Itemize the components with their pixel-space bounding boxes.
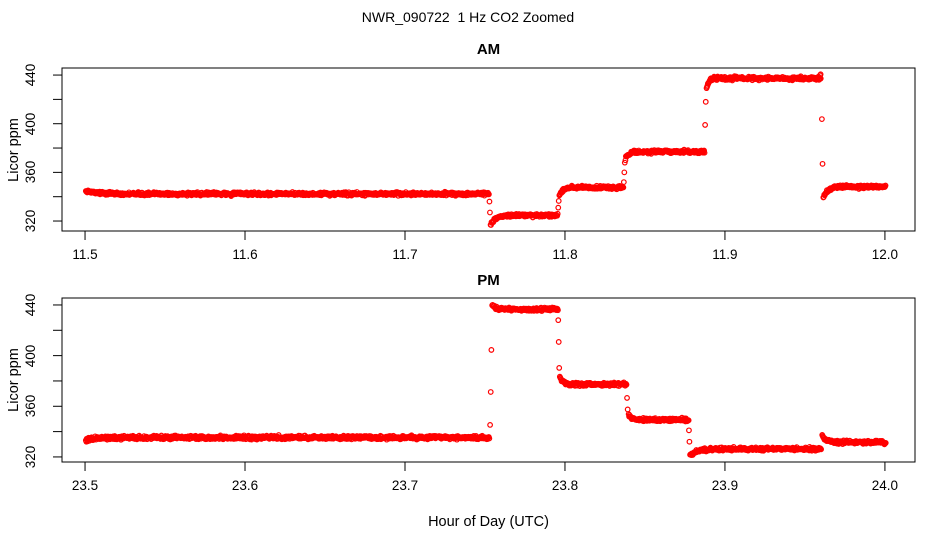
x-tick-label: 11.5	[72, 247, 98, 262]
x-tick-label: 23.8	[551, 478, 579, 493]
x-tick-label: 11.7	[392, 247, 418, 262]
y-tick-label: 320	[23, 209, 38, 233]
x-tick-label: 12.0	[871, 247, 899, 262]
x-tick-label: 11.8	[552, 247, 578, 262]
y-tick-label: 440	[23, 63, 38, 87]
y-tick-label: 320	[23, 445, 38, 469]
x-tick-label: 11.9	[712, 247, 738, 262]
y-tick-label: 360	[23, 161, 38, 184]
y-tick-label: 400	[23, 344, 38, 367]
y-axis-label-pm: Licor ppm	[6, 348, 22, 412]
x-tick-label: 23.6	[231, 478, 259, 493]
panel-title-am: AM	[476, 41, 501, 58]
x-tick-label: 11.6	[232, 247, 258, 262]
y-tick-label: 440	[23, 293, 38, 317]
x-tick-label: 23.5	[71, 478, 99, 493]
y-axis-label-am: Licor ppm	[6, 118, 22, 182]
x-axis-label: Hour of Day (UTC)	[428, 514, 549, 530]
figure-title: NWR_090722 1 Hz CO2 Zoomed	[361, 9, 575, 25]
x-tick-label: 23.7	[391, 478, 419, 493]
x-tick-label: 24.0	[871, 478, 899, 493]
y-tick-label: 400	[23, 112, 38, 135]
x-tick-label: 23.9	[711, 478, 739, 493]
panel-title-pm: PM	[477, 272, 500, 289]
y-tick-label: 360	[23, 395, 38, 418]
